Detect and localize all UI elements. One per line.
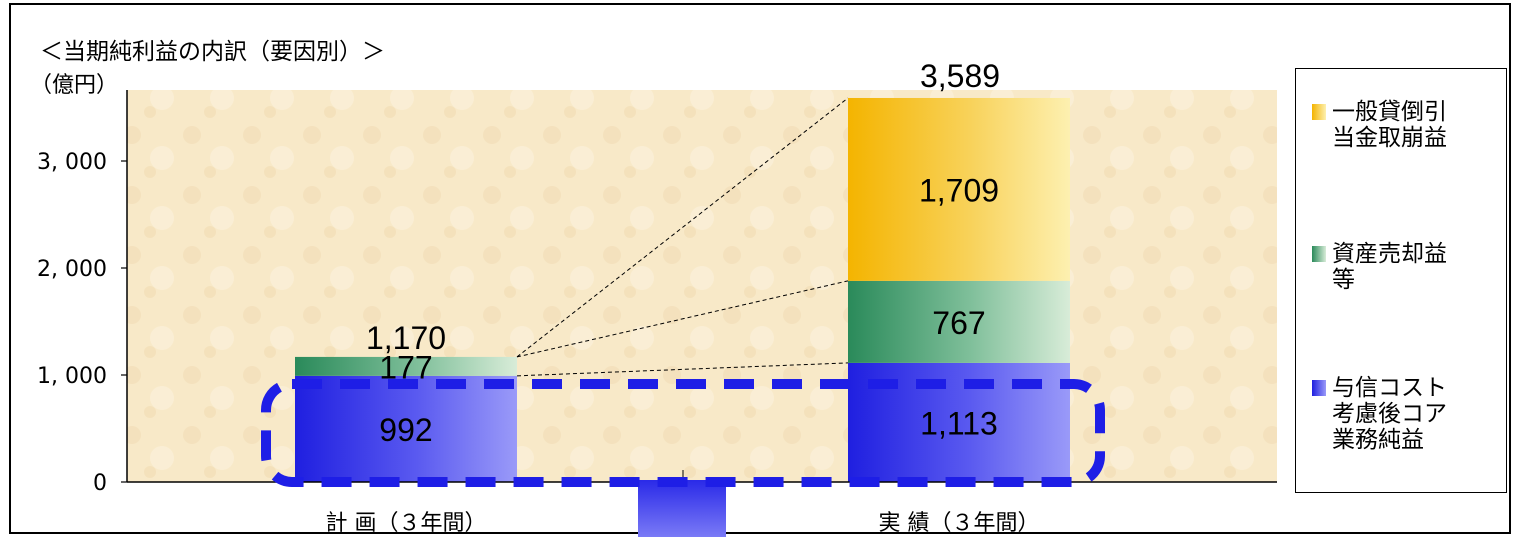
legend-label-line: 考慮後コア: [1332, 401, 1447, 427]
y-tick-label: 3, 000: [37, 150, 107, 175]
legend-label-line: 当金取崩益: [1332, 125, 1447, 151]
legend-label-line: 資産売却益: [1332, 241, 1447, 267]
x-tick-label: 計 画（３年間）: [326, 511, 487, 536]
y-tick-label: 2, 000: [37, 257, 107, 282]
bar-value-label: 1,113: [920, 405, 998, 441]
legend-swatch: [1312, 246, 1326, 262]
connector-line: [516, 97, 849, 358]
bar-segment: [295, 356, 517, 376]
connector-line: [516, 280, 849, 358]
chart-title: ＜当期純利益の内訳（要因別）＞: [40, 39, 385, 65]
y-axis-unit: （億円）: [30, 73, 119, 98]
blue-block-decoration: [638, 480, 726, 537]
bar-value-label: 767: [932, 305, 985, 341]
bar-value-label: 992: [379, 412, 432, 448]
y-tick-label: 0: [93, 471, 107, 496]
legend-swatch: [1312, 104, 1326, 120]
legend-label-line: 一般貸倒引: [1332, 99, 1447, 125]
legend-label-line: 業務純益: [1332, 427, 1424, 453]
legend: 一般貸倒引 当金取崩益 資産売却益 等 与信コスト 考慮後コア 業務純益: [1295, 68, 1507, 493]
bar-total-label: 3,589: [919, 58, 1001, 94]
bar-total-label: 1,170: [366, 320, 446, 356]
bar-value-label: 1,709: [919, 172, 999, 208]
y-tick-label: 1, 000: [37, 364, 107, 389]
bar-segment: [295, 375, 517, 482]
highlight-dashed-box: [261, 379, 1105, 487]
bar-segment: [848, 97, 1070, 281]
legend-label-line: 等: [1332, 267, 1355, 293]
connector-line: [516, 362, 849, 377]
legend-swatch: [1312, 380, 1326, 396]
bar-segment: [848, 280, 1070, 363]
legend-label-line: 与信コスト: [1332, 375, 1447, 401]
x-tick-label: 実 績（３年間）: [879, 511, 1040, 536]
